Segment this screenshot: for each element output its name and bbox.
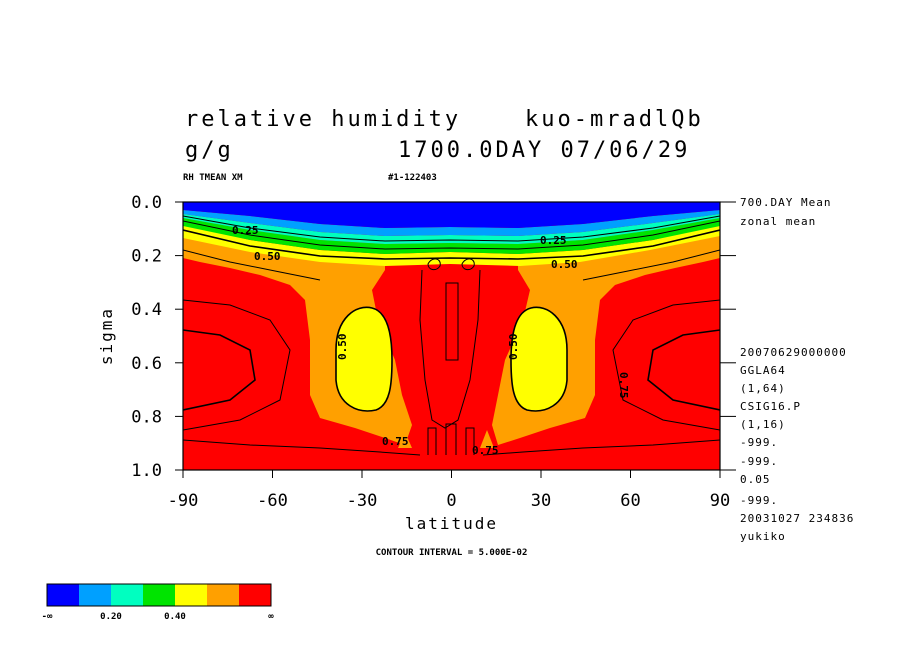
colorbar-swatch (175, 584, 207, 606)
side-info-line: 20070629000000 (740, 346, 847, 359)
contour-label: 0.50 (507, 334, 520, 361)
y-tick-label: 0.4 (131, 300, 162, 320)
colorbar-swatch (143, 584, 175, 606)
axis-ticks (175, 201, 736, 478)
side-info-line: -999. (740, 436, 779, 449)
chart-title-left: relative humidity (185, 107, 462, 132)
variable-label: RH TMEAN XM (183, 173, 243, 183)
colorbar: -∞ 0.20 0.40 ∞ (42, 583, 274, 622)
contour-label: 0.75 (617, 372, 630, 399)
y-tick-label: 0.0 (131, 193, 162, 213)
colorbar-swatch (239, 584, 271, 606)
contour-label: 0.25 (540, 234, 567, 247)
colorbar-swatch (207, 584, 239, 606)
run-id-label: #1-122403 (388, 173, 437, 183)
side-info-line: CSIG16.P (740, 400, 801, 413)
colorbar-label: 0.20 (100, 612, 122, 622)
colorbar-swatch (111, 584, 143, 606)
colorbar-label: -∞ (42, 612, 53, 622)
contour-interval: CONTOUR INTERVAL = 5.000E-02 (376, 548, 528, 558)
fill-sky (183, 210, 720, 236)
side-info-line: -999. (740, 494, 779, 507)
y-tick-label: 1.0 (131, 461, 162, 481)
x-axis-title: latitude (405, 514, 498, 533)
fill-yellow (336, 307, 392, 411)
y-tick-label: 0.6 (131, 354, 162, 374)
colorbar-swatch (47, 584, 79, 606)
side-info-line: (1,64) (740, 382, 786, 395)
y-tick-label: 0.2 (131, 247, 162, 267)
side-info-line: -999. (740, 455, 779, 468)
side-info-line: GGLA64 (740, 364, 786, 377)
fill-yellow (511, 307, 567, 411)
y-axis-title: sigma (97, 307, 116, 365)
units-label: g/g (185, 138, 234, 163)
y-tick-label: 0.8 (131, 407, 162, 427)
side-info-line: yukiko (740, 530, 786, 543)
side-info-line: 20031027 234836 (740, 512, 855, 525)
contour-label-group: 0.25 0.50 0.25 0.50 0.50 0.50 0.75 0.75 … (232, 224, 630, 457)
x-tick-label: -90 (168, 491, 199, 511)
contour-label: 0.75 (472, 444, 499, 457)
contour-label: 0.25 (232, 224, 259, 237)
tick-label-group: -90 -60 -30 0 30 60 90 0.0 0.2 0.4 0.6 0… (131, 193, 730, 511)
side-info-line: (1,16) (740, 418, 786, 431)
contour-lines (183, 215, 720, 456)
side-info-zonal: zonal mean (740, 215, 817, 228)
time-label: 1700.0DAY 07/06/29 (398, 138, 691, 163)
fill-orange (480, 430, 494, 448)
side-info-mean: 700.DAY Mean (740, 196, 832, 209)
x-tick-label: 0 (446, 491, 456, 511)
fill-orange (398, 432, 412, 448)
x-tick-label: -60 (257, 491, 288, 511)
x-tick-label: 60 (620, 491, 640, 511)
contour-label: 0.50 (551, 258, 578, 271)
colorbar-label: 0.40 (164, 612, 186, 622)
x-tick-label: -30 (347, 491, 378, 511)
contour-label: 0.50 (254, 250, 281, 263)
chart-title-right: kuo-mradlQb (525, 107, 704, 132)
contour-label: 0.75 (382, 435, 409, 448)
colorbar-swatch (79, 584, 111, 606)
x-tick-label: 90 (710, 491, 730, 511)
contour-label: 0.50 (336, 334, 349, 361)
contour-fill (183, 202, 720, 470)
colorbar-label: ∞ (268, 612, 274, 622)
fill-blue (183, 202, 720, 228)
side-info-line: 0.05 (740, 473, 771, 486)
x-tick-label: 30 (531, 491, 551, 511)
